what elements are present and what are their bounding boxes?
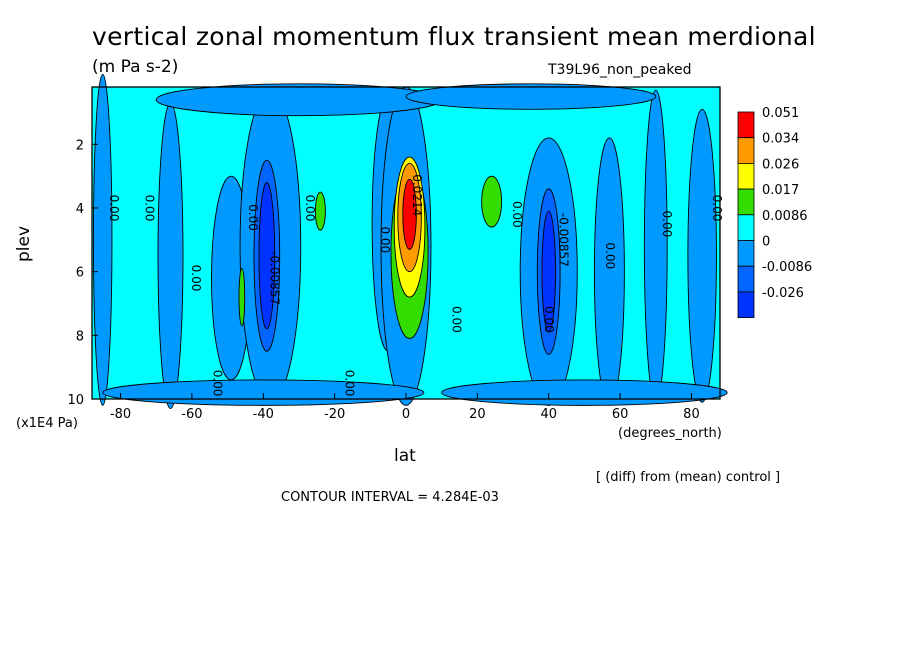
- chart-units: (m Pa s-2): [92, 57, 179, 77]
- run-label: T39L96_non_peaked: [548, 62, 692, 78]
- contour-field: [92, 73, 728, 410]
- colorbar-swatch-6: [737, 265, 755, 293]
- contour-region-15: [258, 182, 276, 330]
- contour-label-7: 0.00: [342, 370, 356, 397]
- x-axis-label: lat: [394, 446, 416, 466]
- contour-region-13: [441, 379, 728, 406]
- contour-region-0: [92, 73, 113, 406]
- colorbar-swatch-3: [737, 188, 755, 216]
- x-tick-label-0: -80: [110, 407, 131, 422]
- x-tick-label-2: -40: [253, 407, 274, 422]
- contour-region-21: [402, 178, 417, 250]
- x-axis-ticks: -80 -60 -40 -20 0 20 40 60 80: [110, 393, 700, 422]
- chart-title: vertical zonal momentum flux transient m…: [92, 22, 816, 51]
- contour-interval-label: CONTOUR INTERVAL = 4.284E-03: [281, 490, 499, 505]
- contour-region-8: [643, 89, 668, 403]
- contour-label-0: 0.00: [107, 195, 121, 222]
- diff-note: [ (diff) from (mean) control ]: [596, 470, 781, 485]
- colorbar-label-1: 0.034: [762, 132, 799, 147]
- contour-region-9: [687, 108, 717, 403]
- contour-label-13: -0.00857: [556, 213, 570, 267]
- contour-region-7: [593, 137, 625, 406]
- y-tick-label-1: 4: [76, 202, 84, 217]
- colorbar-label-6: -0.0086: [762, 260, 812, 275]
- contour-label-2: 0.00: [189, 265, 203, 292]
- x-tick-label-4: 0: [402, 407, 410, 422]
- contour-label-9: 0.0214: [410, 174, 424, 216]
- contour-label-12: 0.00: [542, 306, 556, 333]
- colorbar-label-7: -0.026: [762, 286, 804, 301]
- contour-label-10: 0.00: [449, 306, 463, 333]
- colorbar: 0.051 0.034 0.026 0.017 0.0086 0 -0.0086 -0.026: [737, 106, 812, 318]
- contour-region-22: [481, 175, 503, 228]
- x-tick-label-6: 40: [540, 407, 557, 422]
- contour-label-4: 0.00: [246, 204, 260, 231]
- x-tick-label-8: 80: [683, 407, 700, 422]
- contour-label-15: 0.00: [660, 211, 674, 238]
- colorbar-swatch-7: [737, 291, 755, 318]
- contour-label-1: 0.00: [143, 195, 157, 222]
- colorbar-swatch-1: [737, 137, 755, 164]
- contour-region-10: [155, 83, 443, 117]
- contour-region-12: [102, 379, 425, 406]
- y-tick-label-0: 2: [76, 138, 84, 153]
- colorbar-swatch-5: [737, 240, 755, 267]
- contour-region-24: [238, 268, 246, 327]
- colorbar-label-5: 0: [762, 235, 770, 250]
- contour-label-5: -0.00857: [267, 251, 281, 305]
- colorbar-label-0: 0.051: [762, 106, 799, 121]
- contour-label-8: 0.00: [378, 226, 392, 253]
- colorbar-label-4: 0.0086: [762, 209, 808, 224]
- colorbar-label-2: 0.026: [762, 157, 799, 172]
- contour-region-23: [314, 191, 326, 231]
- x-tick-label-7: 60: [612, 407, 629, 422]
- y-tick-label-3: 8: [76, 329, 84, 344]
- contour-region-17: [541, 210, 556, 333]
- colorbar-swatch-2: [737, 162, 755, 190]
- contour-region-11: [405, 83, 657, 110]
- contour-label-3: 0.00: [210, 370, 224, 397]
- colorbar-label-3: 0.017: [762, 183, 799, 198]
- x-axis-units: (degrees_north): [618, 426, 722, 441]
- y-axis-units: (x1E4 Pa): [16, 416, 78, 431]
- contour-label-11: 0.00: [510, 201, 524, 228]
- colorbar-swatch-4: [737, 214, 755, 241]
- y-tick-label-4: 10: [67, 393, 84, 408]
- x-tick-label-5: 20: [469, 407, 486, 422]
- contour-label-16: 0.00: [710, 195, 724, 222]
- contour-label-14: 0.00: [603, 242, 617, 269]
- x-tick-label-1: -60: [181, 407, 202, 422]
- colorbar-swatch-0: [737, 111, 755, 139]
- y-axis-ticks: 2 4 6 8 10: [67, 138, 98, 408]
- contour-labels: 0.00 0.00 0.00 0.00 0.00 -0.00857 0.00 0.00 0.00…: [107, 174, 724, 396]
- contour-region-1: [157, 102, 184, 410]
- y-tick-label-2: 6: [76, 266, 84, 281]
- x-tick-label-3: -20: [324, 407, 345, 422]
- contour-label-6: 0.00: [303, 195, 317, 222]
